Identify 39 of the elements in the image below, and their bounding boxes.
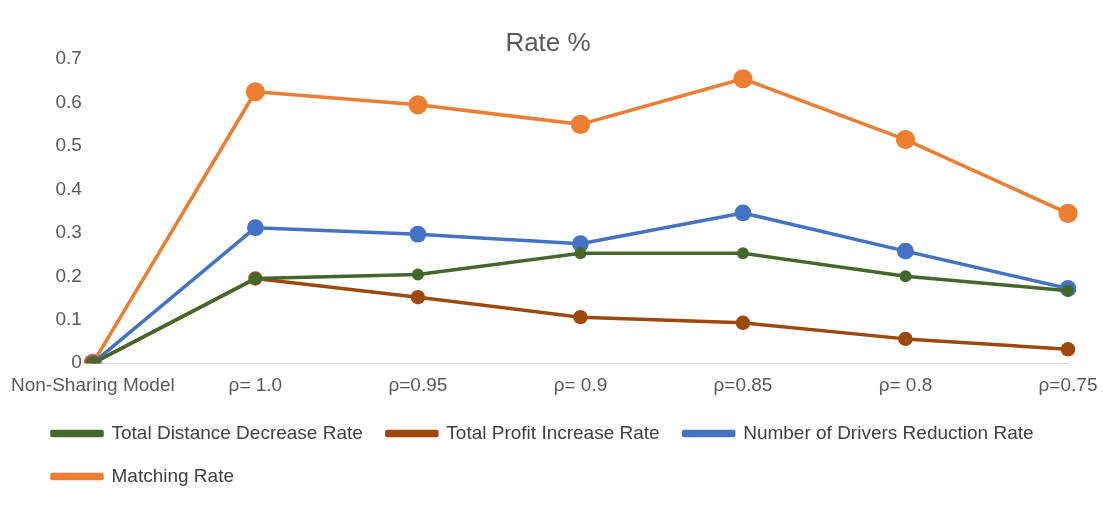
point	[246, 219, 264, 237]
point	[408, 95, 428, 115]
x-tick-label: Non-Sharing Model	[11, 373, 175, 395]
legend-label: Total Distance Decrease Rate	[111, 421, 363, 443]
y-tick-label: 0.2	[55, 264, 82, 286]
point	[895, 129, 916, 150]
x-tick-label: ρ=0.75	[1038, 373, 1098, 395]
point	[733, 69, 753, 89]
point	[735, 315, 751, 331]
point	[245, 82, 265, 102]
point	[1060, 342, 1076, 357]
point	[736, 247, 749, 260]
y-tick-label: 0.7	[55, 47, 82, 69]
point	[409, 225, 427, 243]
legend-label: Number of Drivers Reduction Rate	[743, 421, 1034, 443]
chart-title: Rate %	[505, 26, 591, 57]
point	[573, 309, 588, 325]
y-tick-label: 0.1	[55, 308, 82, 330]
point	[1058, 203, 1078, 223]
point	[411, 268, 424, 281]
y-tick-label: 0.6	[55, 90, 82, 112]
y-tick-label: 0.4	[55, 177, 83, 199]
point	[734, 204, 752, 222]
y-tick-label: 0.5	[55, 134, 82, 156]
point	[897, 242, 914, 260]
x-tick-label: ρ= 0.8	[878, 373, 933, 395]
point	[574, 247, 587, 260]
point	[899, 270, 912, 283]
x-tick-label: ρ= 0.9	[553, 373, 608, 395]
y-tick-label: 0.3	[55, 221, 82, 243]
legend-label: Matching Rate	[111, 464, 235, 486]
point	[570, 114, 591, 134]
point	[898, 331, 913, 347]
x-tick-label: ρ=0.85	[713, 373, 773, 395]
point	[410, 289, 426, 305]
x-tick-label: ρ=0.95	[388, 373, 448, 395]
x-tick-label: ρ= 1.0	[228, 373, 283, 395]
y-tick-label: 0	[71, 351, 82, 373]
legend-label: Total Profit Increase Rate	[446, 421, 660, 443]
